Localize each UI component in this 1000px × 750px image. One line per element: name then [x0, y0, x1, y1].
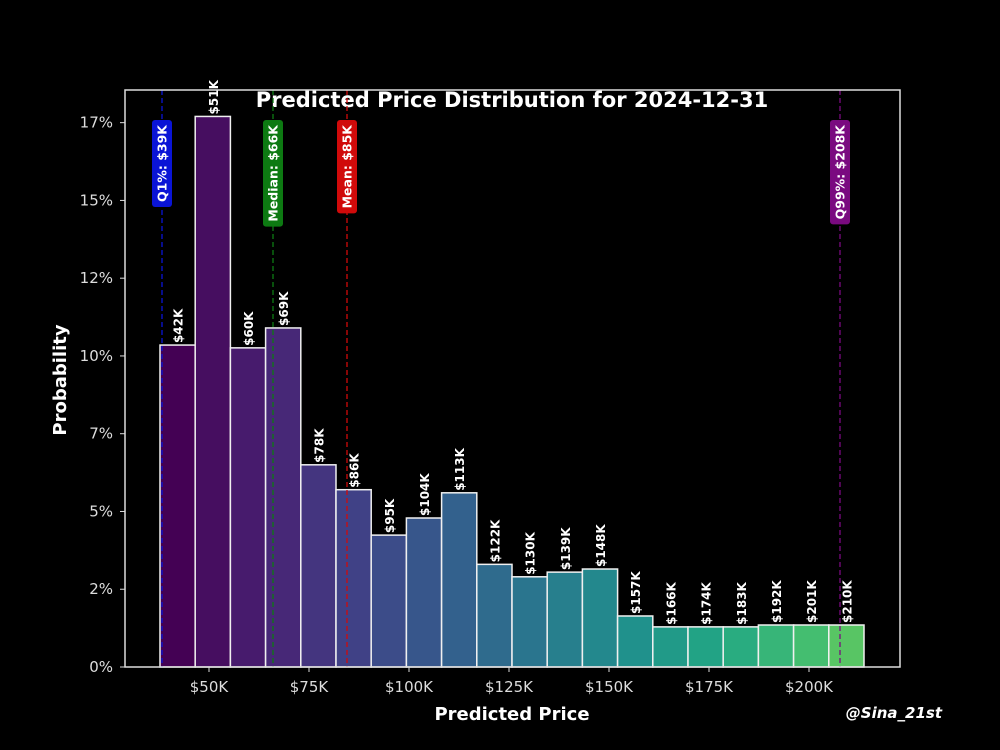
x-tick-label: $150K — [585, 678, 634, 696]
histogram-bar — [476, 563, 513, 668]
label-background — [337, 120, 357, 214]
histogram-bar — [440, 492, 478, 668]
plot-frame — [124, 89, 901, 668]
reference-line-label: Q99%: $208K — [833, 124, 848, 220]
bar-value-label: $69K — [277, 291, 291, 326]
label-background — [152, 120, 172, 207]
y-tick-label: 15% — [80, 191, 113, 209]
bar-value-label: $51K — [207, 79, 221, 114]
chart-title: Predicted Price Distribution for 2024-12… — [256, 88, 768, 112]
bar-value-label: $157K — [629, 571, 643, 614]
histogram-bar — [616, 615, 654, 668]
y-tick-label: 2% — [89, 580, 113, 598]
y-tick-label: 17% — [80, 114, 113, 132]
bar-value-label: $86K — [348, 453, 362, 488]
reference-line-label-box: Median: $66K — [263, 120, 283, 227]
histogram-bar — [405, 517, 443, 668]
histogram-bar — [511, 576, 548, 668]
histogram-bar — [264, 327, 302, 668]
histogram-bar — [828, 624, 865, 668]
bar-value-label: $166K — [664, 581, 678, 624]
x-tick-label: $75K — [290, 678, 330, 696]
bar-value-label: $148K — [594, 524, 608, 567]
histogram-bar — [194, 115, 232, 668]
bar-value-label: $201K — [805, 580, 819, 623]
bar-value-label: $130K — [524, 531, 538, 574]
bar-value-label: $78K — [312, 428, 326, 463]
y-tick-label: 5% — [89, 502, 113, 520]
bar-value-label: $42K — [172, 308, 186, 343]
reference-lines-layer: Q1%: $39K Median: $66K Mean: $85K Q99%: $20… — [152, 90, 850, 667]
y-tick-label: 10% — [80, 347, 113, 365]
histogram-bar — [229, 347, 267, 668]
y-axis-label: Probability — [50, 324, 71, 435]
histogram-bar — [757, 624, 795, 668]
reference-line-label-box: Q1%: $39K — [152, 120, 172, 207]
bar-value-label: $60K — [242, 311, 256, 346]
histogram-bar — [300, 464, 337, 668]
histogram-bar — [546, 571, 584, 668]
x-tick-label: $175K — [685, 678, 734, 696]
x-tick-label: $50K — [190, 678, 230, 696]
label-background — [830, 120, 850, 225]
reference-line-label: Median: $66K — [266, 124, 281, 222]
reference-line-label-box: Q99%: $208K — [830, 120, 850, 225]
histogram-bar — [370, 534, 408, 668]
y-tick-label: 0% — [89, 658, 113, 676]
histogram-bar — [722, 626, 760, 668]
x-tick-label: $125K — [485, 678, 534, 696]
bar-value-label: $183K — [735, 581, 749, 624]
y-tick-label: 12% — [80, 269, 113, 287]
x-tick-label: $100K — [385, 678, 434, 696]
bar-value-label: $210K — [840, 580, 854, 623]
reference-line-label: Q1%: $39K — [155, 124, 170, 202]
reference-line-label: Mean: $85K — [340, 124, 355, 209]
histogram-bar — [159, 344, 196, 668]
x-axis-label: Predicted Price — [434, 704, 589, 725]
y-axis-ticks: 0% 2% 5% 7% 10% 12% 15% 17% — [80, 114, 125, 676]
bar-value-label: $113K — [453, 447, 467, 490]
label-background — [263, 120, 283, 227]
bars-layer: $42K $51K $60K $69K $78K $86K $95K $104K $113K $1… — [159, 79, 865, 668]
bar-value-label: $95K — [383, 498, 397, 533]
reference-line-label-box: Mean: $85K — [337, 120, 357, 214]
x-axis-ticks: $50K $75K $100K $125K $150K $175K $200K — [190, 667, 834, 696]
x-tick-label: $200K — [785, 678, 834, 696]
watermark: @Sina_21st — [846, 704, 943, 722]
histogram-bar — [792, 624, 830, 668]
histogram-bar — [687, 626, 724, 668]
bar-value-label: $104K — [418, 473, 432, 516]
y-tick-label: 7% — [89, 425, 113, 443]
histogram-bar — [335, 488, 372, 668]
bar-value-label: $192K — [770, 580, 784, 623]
bar-value-label: $174K — [700, 581, 714, 624]
histogram-bar — [652, 626, 689, 668]
bar-value-label: $139K — [559, 527, 573, 570]
bar-value-label: $122K — [488, 519, 502, 562]
histogram-bar — [581, 568, 619, 668]
